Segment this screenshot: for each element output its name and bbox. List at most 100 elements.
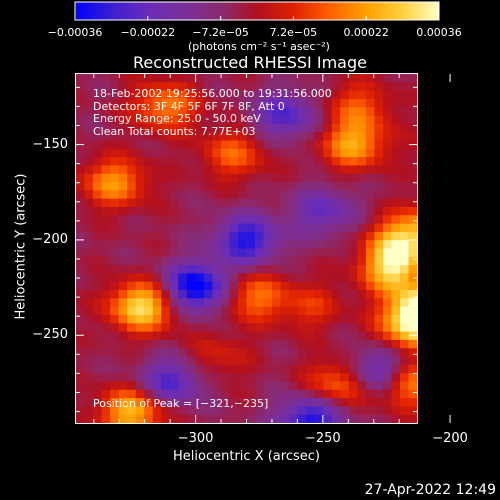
heatmap-cell: [272, 74, 282, 83]
heatmap-cell: [161, 157, 171, 167]
heatmap-cell: [314, 265, 324, 275]
heatmap-cell: [161, 348, 171, 358]
heatmap-cell: [297, 132, 307, 142]
heatmap-cell: [297, 381, 307, 391]
heatmap-cell: [246, 82, 256, 92]
heatmap-cell: [399, 90, 410, 100]
heatmap-cell: [357, 281, 367, 291]
heatmap-cell: [212, 74, 222, 83]
heatmap-cell: [289, 339, 299, 349]
heatmap-cell: [212, 148, 222, 158]
heatmap-cell: [161, 107, 171, 117]
heatmap-cell: [118, 381, 128, 391]
heatmap-cell: [178, 298, 188, 308]
heatmap-cell: [323, 140, 333, 150]
heatmap-cell: [118, 206, 128, 216]
heatmap-cell: [178, 157, 188, 167]
heatmap-cell: [280, 373, 290, 383]
heatmap-cell: [135, 140, 145, 150]
heatmap-cell: [229, 248, 239, 258]
heatmap-cell: [101, 273, 111, 283]
heatmap-cell: [229, 364, 239, 374]
heatmap-cell: [399, 256, 410, 266]
heatmap-cell: [365, 231, 375, 241]
heatmap-cell: [255, 331, 265, 341]
heatmap-cell: [229, 231, 239, 241]
heatmap-cell: [76, 381, 86, 391]
heatmap-cell: [127, 82, 137, 92]
heatmap-cell: [323, 339, 333, 349]
heatmap-cell: [237, 248, 248, 258]
heatmap-cell: [178, 82, 188, 92]
heatmap-cell: [263, 115, 273, 125]
heatmap-cell: [237, 173, 248, 183]
heatmap-cell: [76, 298, 86, 308]
heatmap-cell: [178, 148, 188, 158]
heatmap-cell: [408, 414, 418, 424]
heatmap-cell: [84, 373, 94, 383]
heatmap-cell: [169, 398, 179, 407]
heatmap-cell: [110, 206, 120, 216]
heatmap-cell: [127, 306, 137, 316]
heatmap-cell: [272, 223, 282, 233]
heatmap-cell: [220, 298, 231, 308]
heatmap-cell: [272, 298, 282, 308]
heatmap-cell: [331, 398, 341, 407]
heatmap-cell: [365, 173, 375, 183]
heatmap-cell: [323, 248, 333, 258]
heatmap-cell: [152, 248, 162, 258]
heatmap-cell: [237, 148, 248, 158]
chart-title: Reconstructed RHESSI Image: [133, 53, 367, 72]
heatmap-cell: [255, 240, 265, 250]
heatmap-cell: [118, 389, 128, 399]
heatmap-cell: [144, 206, 154, 216]
heatmap-cell: [127, 140, 137, 150]
heatmap-cell: [127, 298, 137, 308]
heatmap-cell: [144, 265, 154, 275]
heatmap-cell: [357, 406, 367, 416]
heatmap-cell: [220, 339, 231, 349]
heatmap-cell: [340, 256, 350, 266]
heatmap-cell: [76, 414, 86, 424]
heatmap-cell: [382, 165, 393, 175]
heatmap-cell: [399, 348, 410, 358]
heatmap-cell: [220, 364, 231, 374]
heatmap-cell: [323, 148, 333, 158]
heatmap-cell: [331, 90, 341, 100]
heatmap-cell: [382, 74, 393, 83]
heatmap-cell: [93, 348, 103, 358]
heatmap-cell: [195, 182, 205, 191]
heatmap-cell: [374, 314, 384, 324]
heatmap-cell: [399, 123, 410, 133]
heatmap-cell: [374, 240, 384, 250]
heatmap-cell: [323, 306, 333, 316]
heatmap-cell: [93, 148, 103, 158]
heatmap-cell: [127, 173, 137, 183]
heatmap-cell: [127, 406, 137, 416]
heatmap-cell: [314, 331, 324, 341]
heatmap-cell: [374, 348, 384, 358]
heatmap-cell: [203, 314, 213, 324]
heatmap-cell: [306, 165, 316, 175]
heatmap-cell: [306, 198, 316, 208]
heatmap-cell: [169, 414, 179, 424]
heatmap-cell: [169, 331, 179, 341]
heatmap-cell: [289, 90, 299, 100]
heatmap-cell: [357, 414, 367, 424]
heatmap-cell: [391, 223, 401, 233]
heatmap-cell: [195, 206, 205, 216]
heatmap-cell: [255, 256, 265, 266]
heatmap-cell: [212, 414, 222, 424]
heatmap-cell: [289, 74, 299, 83]
heatmap-cell: [186, 215, 196, 225]
heatmap-cell: [161, 115, 171, 125]
heatmap-cell: [76, 123, 86, 133]
heatmap-cell: [84, 281, 94, 291]
heatmap-cell: [374, 173, 384, 183]
heatmap-cell: [357, 206, 367, 216]
heatmap-cell: [314, 173, 324, 183]
heatmap-cell: [365, 115, 375, 125]
heatmap-cell: [357, 198, 367, 208]
heatmap-cell: [246, 356, 256, 366]
heatmap-cell: [340, 123, 350, 133]
